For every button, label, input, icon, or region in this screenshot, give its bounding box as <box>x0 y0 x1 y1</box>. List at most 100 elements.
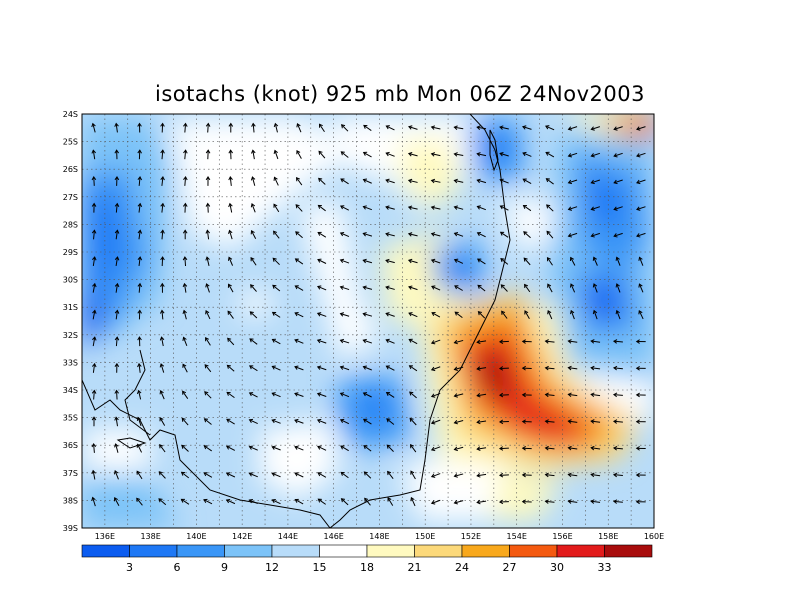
wind-arrow <box>524 310 530 320</box>
wind-arrow <box>407 232 418 237</box>
wind-arrow <box>408 338 418 345</box>
wind-arrow <box>362 338 373 344</box>
wind-arrow <box>522 204 532 212</box>
colorbar-swatch <box>366 544 415 558</box>
wind-arrow <box>638 283 644 293</box>
wind-arrow <box>340 151 349 158</box>
wind-arrows <box>91 122 646 507</box>
wind-arrow <box>180 498 190 505</box>
wind-arrow <box>251 149 256 160</box>
wind-arrow <box>523 231 531 239</box>
wind-arrow <box>501 310 508 319</box>
wind-arrow <box>477 311 486 319</box>
wind-arrow <box>545 151 555 158</box>
wind-arrow <box>113 470 119 480</box>
wind-arrow <box>499 125 509 130</box>
wind-arrow <box>271 498 281 505</box>
wind-arrow <box>248 498 258 505</box>
wind-arrow <box>407 258 418 264</box>
wind-arrow <box>590 445 601 451</box>
wind-arrow <box>385 392 395 398</box>
wind-arrow <box>159 390 165 400</box>
wind-arrow <box>340 471 349 479</box>
wind-arrow <box>407 178 418 184</box>
lat-tick-label: 30S <box>63 276 78 285</box>
wind-arrow <box>430 178 441 184</box>
wind-arrow <box>318 177 326 185</box>
wind-arrow <box>294 472 304 478</box>
colorbar-swatch <box>224 544 273 558</box>
colorbar-label: 33 <box>598 561 612 574</box>
wind-arrow <box>453 178 464 184</box>
wind-arrow <box>408 312 418 318</box>
wind-arrow <box>500 257 509 265</box>
wind-arrow <box>114 309 120 320</box>
wind-arrow <box>635 339 646 344</box>
wind-arrow <box>544 392 555 398</box>
lat-tick-label: 29S <box>63 248 78 257</box>
lat-tick-label: 32S <box>63 331 78 340</box>
wind-arrow <box>114 362 120 373</box>
colorbar-swatch <box>556 544 605 558</box>
wind-arrow <box>271 392 281 398</box>
wind-arrow <box>590 419 601 424</box>
wind-arrow <box>615 309 621 320</box>
wind-arrow <box>339 338 350 344</box>
wind-arrow <box>114 256 120 267</box>
colorbar-swatch <box>461 544 510 558</box>
wind-arrow <box>228 202 233 213</box>
lat-tick-label: 38S <box>63 496 78 505</box>
wind-arrow <box>137 229 143 240</box>
wind-arrow <box>114 202 120 213</box>
wind-arrow <box>294 285 304 291</box>
wind-arrow <box>271 365 281 371</box>
wind-arrow <box>409 417 417 426</box>
wind-arrow <box>91 416 97 427</box>
wind-arrow <box>316 418 327 424</box>
wind-arrow <box>339 392 350 398</box>
wind-arrow <box>183 175 188 186</box>
wind-arrow <box>225 445 236 451</box>
wind-arrow <box>250 229 257 240</box>
wind-arrow <box>205 202 211 213</box>
wind-arrow <box>203 445 212 452</box>
wind-arrow <box>114 389 119 400</box>
wind-arrow <box>521 472 532 478</box>
lon-tick-label: 146E <box>324 532 344 541</box>
wind-arrow <box>430 205 441 210</box>
colorbar-swatch <box>604 544 653 558</box>
wind-arrow <box>592 256 598 266</box>
wind-arrow <box>430 392 441 398</box>
colorbar-label: 9 <box>221 561 228 574</box>
wind-arrow <box>407 152 418 157</box>
wind-arrow <box>453 500 464 505</box>
wind-arrow <box>182 390 189 399</box>
wind-arrow <box>92 282 97 293</box>
wind-arrow <box>136 470 143 480</box>
wind-arrow <box>114 175 120 186</box>
wind-arrow <box>294 365 304 371</box>
lat-tick-label: 27S <box>63 193 78 202</box>
wind-arrow <box>408 285 418 291</box>
wind-arrow <box>363 471 372 479</box>
wind-arrow <box>545 178 554 185</box>
wind-arrow <box>182 229 188 240</box>
wind-arrow <box>228 122 234 133</box>
wind-arrow <box>228 149 234 160</box>
wind-arrow <box>339 285 350 291</box>
wind-arrow <box>363 445 372 452</box>
wind-arrow <box>226 418 235 425</box>
wind-arrow <box>521 499 532 505</box>
wind-arrow <box>136 497 143 506</box>
wind-arrow <box>635 392 646 398</box>
wind-arrow <box>590 392 601 398</box>
wind-arrow <box>159 444 166 453</box>
wind-arrow <box>567 152 578 158</box>
wind-arrow <box>248 392 258 398</box>
wind-arrow <box>203 418 212 425</box>
wind-arrow <box>430 152 441 157</box>
wind-arrow <box>453 473 464 478</box>
wind-arrow <box>362 178 372 184</box>
wind-arrow <box>635 446 646 451</box>
wind-arrow <box>249 311 258 319</box>
